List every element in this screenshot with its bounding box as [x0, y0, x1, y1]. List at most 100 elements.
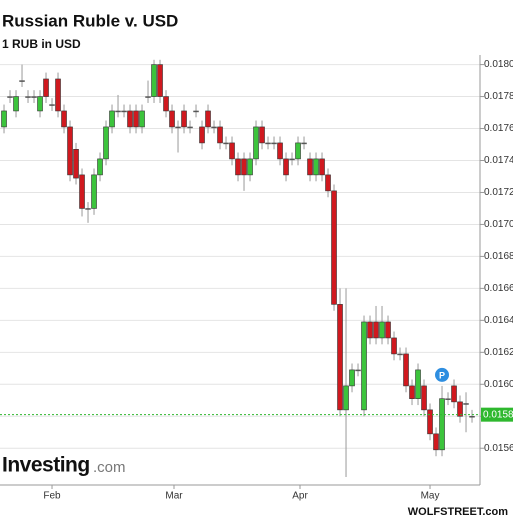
- candle-body: [259, 126, 265, 144]
- candle-body: [469, 416, 475, 418]
- candle-body: [133, 110, 139, 128]
- candle-body: [91, 174, 97, 209]
- candle-body: [277, 142, 283, 160]
- y-tick-label: 0.0178: [484, 91, 513, 102]
- candle-body: [271, 142, 277, 145]
- candle-body: [427, 409, 433, 435]
- candle-body: [103, 126, 109, 160]
- credit: WOLFSTREET.com: [408, 506, 508, 518]
- candle-body: [325, 174, 331, 192]
- candle-body: [241, 158, 247, 176]
- candle-body: [295, 142, 301, 160]
- chart-subtitle: 1 RUB in USD: [2, 37, 81, 51]
- candle-body: [229, 142, 235, 160]
- candle-body: [175, 126, 181, 129]
- candle-body: [355, 369, 361, 372]
- current-price-box: [481, 407, 513, 422]
- candle-body: [367, 321, 373, 339]
- candle-body: [223, 142, 229, 145]
- candle-body: [1, 110, 7, 128]
- candle-body: [289, 158, 295, 161]
- candle-body: [43, 78, 49, 97]
- x-tick-label: Mar: [165, 491, 183, 502]
- current-price-label: 0.01581: [483, 409, 513, 420]
- candle-body: [451, 385, 457, 403]
- candle-body: [265, 142, 271, 145]
- candle-body: [115, 110, 121, 113]
- y-tick-label: 0.0172: [484, 187, 513, 198]
- candle-body: [361, 321, 367, 411]
- candle-body: [49, 104, 55, 106]
- candle-body: [73, 149, 79, 179]
- candle-body: [439, 398, 445, 451]
- x-tick-label: Apr: [292, 491, 308, 502]
- candle-body: [67, 126, 73, 176]
- source-logo: Investing: [2, 454, 90, 477]
- candle-body: [181, 110, 187, 128]
- x-tick-label: Feb: [43, 491, 61, 502]
- candle-body: [31, 96, 37, 98]
- candle-body: [85, 208, 91, 210]
- candle-body: [127, 110, 133, 128]
- candle-body: [121, 110, 127, 113]
- candle-body: [97, 158, 103, 176]
- candle-body: [343, 385, 349, 411]
- x-tick-label: May: [421, 491, 440, 502]
- candle-body: [61, 110, 67, 128]
- candle-body: [415, 369, 421, 399]
- y-tick-label: 0.0162: [484, 347, 513, 358]
- candle-body: [37, 96, 43, 112]
- candle-body: [331, 190, 337, 305]
- candle-body: [337, 304, 343, 411]
- candle-body: [7, 96, 13, 98]
- candle-body: [307, 158, 313, 176]
- chart-title: Russian Ruble v. USD: [2, 11, 178, 30]
- candle-body: [349, 369, 355, 387]
- candle-body: [445, 398, 451, 400]
- y-tick-label: 0.0174: [484, 155, 513, 166]
- candle-body: [403, 353, 409, 387]
- candle-body: [79, 174, 85, 209]
- candle-body: [433, 433, 439, 451]
- candle-body: [385, 321, 391, 339]
- y-tick-label: 0.0160: [484, 379, 513, 390]
- candle-body: [319, 158, 325, 176]
- candle-body: [235, 158, 241, 176]
- candle-body: [391, 337, 397, 355]
- y-tick-label: 0.0180: [484, 59, 513, 70]
- candle-body: [217, 126, 223, 144]
- candle-body: [211, 126, 217, 129]
- candle-body: [157, 64, 163, 97]
- candle-body: [109, 110, 115, 128]
- y-tick-label: 0.0168: [484, 251, 513, 262]
- candle-body: [373, 321, 379, 339]
- candle-body: [313, 158, 319, 176]
- candle-body: [247, 158, 253, 176]
- candle-body: [145, 96, 151, 98]
- candle-body: [151, 64, 157, 97]
- candle-body: [409, 385, 415, 399]
- candle-body: [199, 126, 205, 144]
- candle-body: [379, 321, 385, 339]
- candle-body: [139, 110, 145, 128]
- candle-body: [163, 96, 169, 112]
- source-logo-suffix: .com: [93, 459, 126, 476]
- candle-body: [25, 96, 31, 98]
- candles: [1, 59, 475, 478]
- candle-body: [169, 110, 175, 128]
- y-tick-label: 0.0170: [484, 219, 513, 230]
- y-tick-label: 0.0166: [484, 283, 513, 294]
- candle-body: [187, 126, 193, 129]
- candle-body: [397, 353, 403, 356]
- candle-body: [421, 385, 427, 411]
- marker-label: P: [439, 370, 445, 380]
- candle-body: [205, 110, 211, 128]
- candle-body: [19, 80, 25, 82]
- candle-body: [457, 401, 463, 417]
- axes: 0.0180 0.0178 0.0176 0.0174 0.0172 0.0170 0.01…: [0, 55, 513, 502]
- y-tick-label: 0.0176: [484, 123, 513, 134]
- marker-badge: [435, 367, 450, 382]
- candle-body: [301, 142, 307, 145]
